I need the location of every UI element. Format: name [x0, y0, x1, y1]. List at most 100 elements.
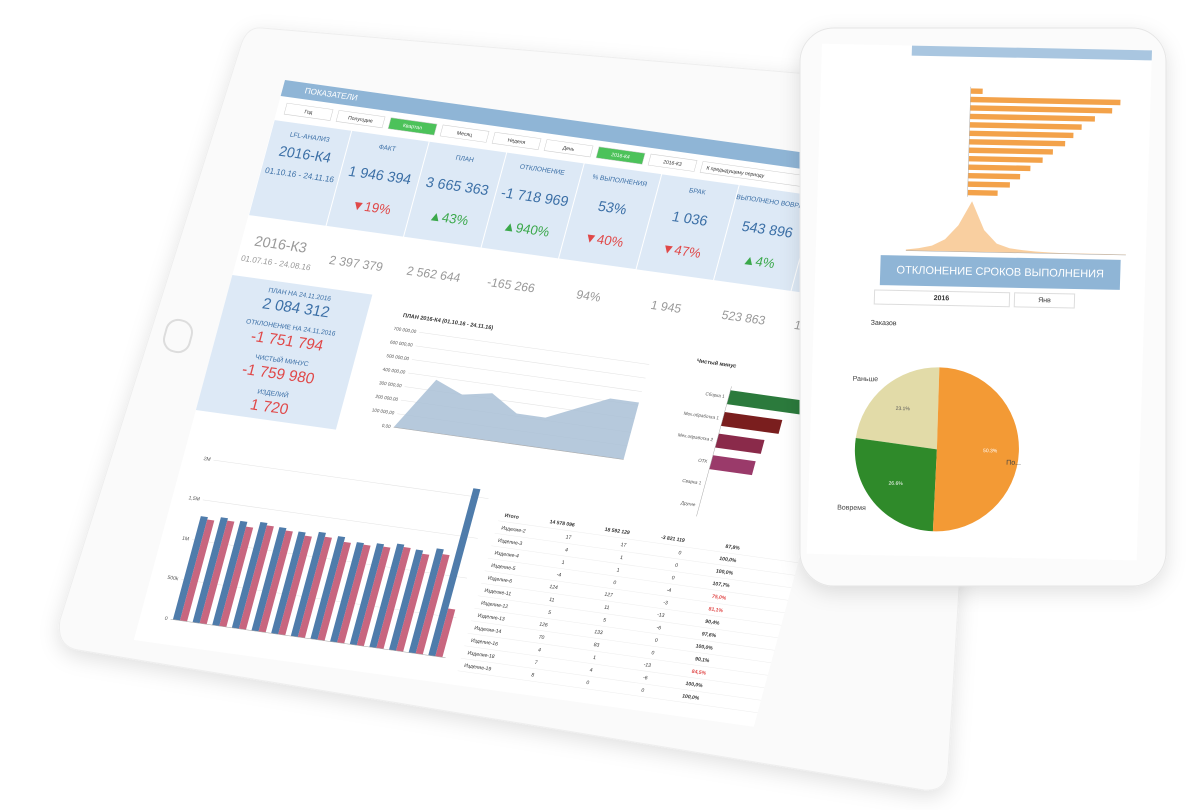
- y-axis: [967, 86, 972, 197]
- y-tick-label: 2M: [203, 456, 212, 463]
- bar: [970, 88, 983, 94]
- table-cell: 90,4%: [704, 619, 720, 627]
- kpi-change: ▲43%: [427, 208, 470, 228]
- tab[interactable]: [439, 124, 490, 143]
- grid-line: [419, 332, 650, 365]
- table-cell: Изделие-14: [473, 625, 502, 635]
- tab[interactable]: [595, 146, 646, 165]
- month: Янв: [1038, 297, 1051, 304]
- table-cell: 75,0%: [711, 594, 727, 602]
- y-axis: [696, 386, 732, 517]
- home-button: [162, 318, 194, 354]
- tab[interactable]: [387, 117, 438, 136]
- pie-slice: [855, 367, 940, 450]
- y-tick-label: 700 000,00: [393, 326, 417, 334]
- phone-title-bar: [879, 255, 1121, 290]
- table-cell: 0: [654, 638, 659, 644]
- table-cell: Изделие-5: [490, 563, 516, 572]
- x-axis: [393, 427, 624, 460]
- bar: [969, 139, 1066, 147]
- bar: [290, 531, 326, 638]
- table-rule: [481, 583, 782, 626]
- kpi-tile: [249, 120, 352, 226]
- prev-value: 523 863: [720, 308, 767, 328]
- tab-label: 2016-К4: [610, 152, 630, 160]
- kpi-change: ▲940%: [501, 218, 551, 239]
- tab[interactable]: [543, 139, 594, 158]
- y-tick-label: 500k: [167, 575, 180, 582]
- bar: [337, 544, 371, 644]
- phone-title: ОТКЛОНЕНИЕ СРОКОВ ВЫПОЛНЕНИЯ: [896, 264, 1104, 280]
- tab[interactable]: [335, 110, 386, 129]
- x-axis: [905, 250, 1126, 256]
- table-cell: 11: [603, 605, 610, 612]
- kpi-change: ▼47%: [660, 241, 703, 261]
- year-field: [873, 289, 1011, 308]
- tab[interactable]: [491, 131, 542, 150]
- phone-header: [911, 45, 1152, 61]
- bar: [967, 189, 998, 196]
- bar: [310, 536, 346, 640]
- kpi-title: ФАКТ: [378, 144, 397, 153]
- bar: [970, 96, 1121, 106]
- bar: [969, 122, 1082, 130]
- table-rule: [464, 645, 765, 689]
- table-cell: 0: [678, 550, 683, 556]
- table-cell: 1: [592, 655, 597, 661]
- category-label: Сборка 1: [705, 391, 726, 399]
- table-cell: 133: [593, 629, 603, 636]
- kpi-change: ▲4%: [741, 252, 777, 271]
- table-cell: 100,0%: [695, 643, 714, 651]
- bar: [271, 531, 306, 635]
- y-tick-label: 600 000,00: [390, 340, 414, 348]
- table-rule: [477, 595, 778, 639]
- tab-label: Полугодие: [347, 115, 373, 124]
- table-cell: 100,0%: [718, 556, 737, 564]
- table-cell: 5: [547, 610, 552, 616]
- slice-value: 26.6%: [888, 481, 903, 487]
- table-cell: 107,7%: [712, 581, 731, 589]
- table-rule: [491, 545, 792, 589]
- bar: [369, 543, 405, 649]
- month-field[interactable]: [1013, 292, 1076, 309]
- tablet-screen: ПОКАЗАТЕЛИГодПолугодиеКварталМесяцНеделя…: [133, 80, 905, 727]
- table-rule: [487, 558, 789, 601]
- bar: [969, 130, 1074, 139]
- table-cell: 81,1%: [708, 606, 724, 614]
- pie-slice: [854, 437, 937, 532]
- bar: [330, 542, 364, 643]
- tab-label: Месяц: [456, 131, 473, 139]
- bar: [238, 525, 274, 630]
- bar: [408, 548, 444, 654]
- x-axis: [170, 618, 446, 658]
- tab[interactable]: [283, 102, 334, 121]
- bar: [179, 519, 215, 622]
- slice-value: 23.1%: [896, 406, 911, 412]
- bar: [388, 549, 424, 651]
- prev-value: 94%: [575, 288, 603, 305]
- table-cell: 1: [616, 568, 621, 574]
- bar: [251, 527, 287, 632]
- table-cell: -13: [643, 662, 652, 669]
- table-cell: 4: [589, 668, 594, 674]
- bar: [172, 516, 208, 621]
- grid-line: [408, 372, 639, 406]
- bar: [192, 517, 228, 624]
- kpi-tile: [559, 163, 662, 270]
- table-cell: 127: [604, 592, 614, 599]
- tab[interactable]: [647, 153, 698, 172]
- kpi-change: ▼40%: [582, 230, 625, 250]
- y-tick-label: 500 000,00: [386, 353, 410, 361]
- table-cell: 87,8%: [725, 544, 741, 552]
- kpi-tile: [481, 152, 584, 259]
- tab-label: Год: [304, 109, 314, 116]
- bar: [376, 546, 411, 650]
- area: [393, 379, 639, 460]
- table-cell: 11: [548, 597, 555, 604]
- bar: [297, 536, 332, 639]
- table-cell: 0: [641, 688, 646, 694]
- table-cell: 4: [564, 547, 569, 553]
- bar: [968, 164, 1031, 172]
- bar: [258, 530, 293, 633]
